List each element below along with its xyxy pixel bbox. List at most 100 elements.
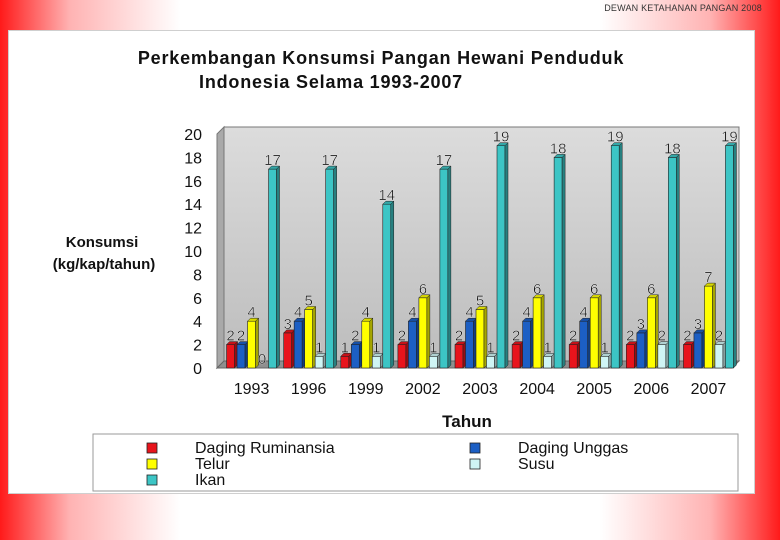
bar: 2 <box>236 327 249 369</box>
y-tick-label: 18 <box>184 150 202 167</box>
data-label: 2 <box>237 328 245 345</box>
bar-front <box>704 285 713 369</box>
bar: 4 <box>246 304 260 369</box>
x-tick-label: 2002 <box>405 381 441 398</box>
x-axis-label: Tahun <box>442 412 492 431</box>
y-axis-label-line1: Konsumsi <box>66 234 139 251</box>
bar-side <box>333 165 337 369</box>
legend-label: Daging Ruminansia <box>195 440 335 457</box>
data-label: 2 <box>715 328 723 345</box>
bar: 4 <box>361 304 374 369</box>
legend-label: Ikan <box>195 472 225 489</box>
data-label: 2 <box>512 328 520 345</box>
data-label: 4 <box>522 304 530 321</box>
bar-front <box>439 168 449 369</box>
bar-front <box>382 203 392 369</box>
bar-top <box>246 317 260 322</box>
data-label: 5 <box>476 293 484 310</box>
legend-item: Ikan <box>146 472 225 489</box>
bar-front <box>579 320 589 369</box>
bar-front <box>636 332 646 369</box>
bar: 2 <box>682 327 696 369</box>
bar-front <box>683 344 692 369</box>
y-tick-label: 8 <box>193 267 202 284</box>
legend-box <box>92 433 739 492</box>
data-label: 6 <box>533 281 541 298</box>
data-label: 17 <box>264 152 281 169</box>
y-tick-label: 4 <box>193 314 202 331</box>
x-tick-label: 1996 <box>291 381 327 398</box>
bar-side <box>504 142 509 369</box>
x-tick-label: 2004 <box>519 381 555 398</box>
bar-front <box>725 145 734 369</box>
data-label: 4 <box>465 304 473 321</box>
legend-item: Daging Ruminansia <box>146 440 335 457</box>
bar-top <box>496 142 509 146</box>
bar-front <box>475 309 485 369</box>
y-tick-label: 14 <box>184 197 202 214</box>
bar: 17 <box>321 152 338 369</box>
data-label: 4 <box>247 304 255 321</box>
bar-front <box>589 297 599 369</box>
data-label: 1 <box>486 339 494 356</box>
bar: 18 <box>664 140 681 369</box>
data-label: 0 <box>258 351 266 368</box>
y-tick-label: 12 <box>184 221 202 238</box>
data-label: 2 <box>658 328 666 345</box>
x-tick-label: 2003 <box>462 381 498 398</box>
bar-front <box>268 168 277 369</box>
legend-item: Telur <box>146 456 230 473</box>
bar: 19 <box>493 129 509 369</box>
bar: 19 <box>721 129 738 369</box>
bar-front <box>657 344 667 369</box>
x-tick-label: 2006 <box>634 381 670 398</box>
bar-front <box>610 145 620 369</box>
legend-items: Daging Ruminansia Daging Unggas Telur Susu I… <box>146 440 628 489</box>
bar-front <box>668 157 677 369</box>
data-label: 18 <box>550 140 567 157</box>
bar-top <box>267 165 281 170</box>
bar-front <box>600 355 610 369</box>
data-label: 3 <box>283 316 291 333</box>
chart-panel: Perkembangan Konsumsi Pangan Hewani Pend… <box>8 30 755 494</box>
bar-front <box>454 344 464 369</box>
bar-side <box>390 200 395 369</box>
bar-front <box>408 320 417 369</box>
bar: 17 <box>435 152 452 369</box>
bar-front <box>304 309 313 369</box>
x-axis: 1993 1996 1999 2002 2003 2004 2005 2006 2007 <box>234 381 727 398</box>
bar-side <box>733 142 737 369</box>
legend-label: Daging Unggas <box>518 440 628 457</box>
y-tick-label: 16 <box>184 174 202 191</box>
bar-front <box>361 320 371 369</box>
data-label: 7 <box>704 269 712 286</box>
bar-top <box>532 294 545 299</box>
y-tick-label: 6 <box>193 291 202 308</box>
data-label: 2 <box>626 328 634 345</box>
data-label: 1 <box>429 339 437 356</box>
data-label: 1 <box>341 339 349 356</box>
bar-front <box>647 297 656 369</box>
bar-top <box>589 294 602 299</box>
bar-top <box>703 282 717 287</box>
header-note: DEWAN KETAHANAN PANGAN 2008 <box>604 3 762 13</box>
data-label: 1 <box>543 339 551 356</box>
bar-front <box>429 355 438 369</box>
data-label: 6 <box>647 281 655 298</box>
data-label: 14 <box>378 187 395 204</box>
y-tick-label: 20 <box>184 127 202 144</box>
data-label: 5 <box>304 293 312 310</box>
bar-front <box>553 157 563 369</box>
data-label: 3 <box>694 316 702 333</box>
bar-side <box>276 165 280 369</box>
legend-swatch <box>469 458 481 470</box>
bar: 18 <box>550 140 567 369</box>
data-label: 19 <box>607 129 624 146</box>
bar: 6 <box>418 281 431 369</box>
bar-top <box>439 165 452 170</box>
bar-top <box>325 165 338 170</box>
bar-front <box>314 355 324 369</box>
data-label: 1 <box>601 339 609 356</box>
data-label: 17 <box>321 152 338 169</box>
bar-front <box>543 355 552 369</box>
